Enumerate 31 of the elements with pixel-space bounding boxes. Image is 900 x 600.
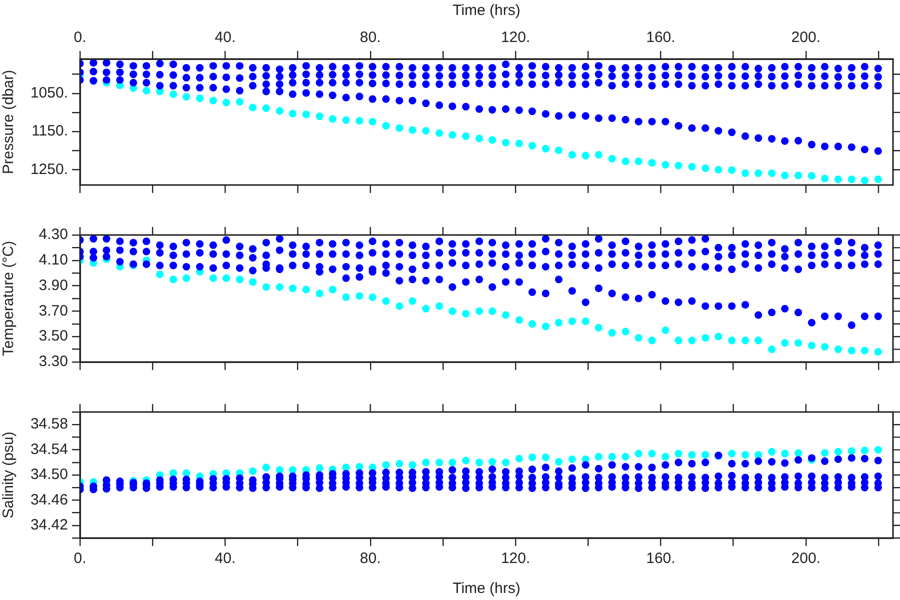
x-tick-label: 160. [646, 29, 676, 46]
y-tick-label: 1250. [30, 160, 68, 178]
y-tick-label: 34.46 [30, 491, 68, 508]
y-tick-label: 3.90 [38, 276, 68, 294]
y-tick-label: 3.70 [38, 302, 68, 320]
x-tick-label: 80. [360, 550, 381, 568]
y-tick-label: 34.42 [30, 516, 68, 534]
x-tick-label: 0. [74, 29, 86, 46]
y-tick-label: 1050. [30, 84, 68, 102]
y-tick-label: 34.58 [30, 416, 68, 433]
y-tick-label: 4.10 [38, 252, 68, 269]
x-tick-label: 120. [500, 550, 530, 568]
x-tick-label: 200. [791, 29, 820, 46]
y-axis-title: Temperature (°C) [0, 240, 18, 356]
y-tick-label: 4.30 [38, 226, 68, 244]
y-tick-label: 34.54 [30, 440, 68, 458]
y-axis-title: Salinity (psu) [0, 432, 18, 518]
y-tick-label: 1150. [32, 122, 68, 140]
x-tick-label: 40. [214, 29, 236, 46]
x-tick-label: 160. [646, 550, 676, 568]
y-axis-title: Pressure (dbar) [0, 70, 18, 174]
x-tick-label: 80. [360, 29, 381, 46]
x-tick-label: 120. [500, 29, 530, 46]
x-axis-title: Time (hrs) [452, 2, 520, 20]
x-tick-label: 200. [791, 550, 820, 568]
x-axis-title: Time (hrs) [452, 580, 520, 598]
y-tick-label: 34.50 [30, 466, 68, 484]
x-tick-label: 0. [74, 550, 86, 568]
y-tick-label: 3.30 [38, 353, 68, 370]
x-tick-label: 40. [214, 550, 236, 568]
y-tick-label: 3.50 [38, 328, 68, 345]
